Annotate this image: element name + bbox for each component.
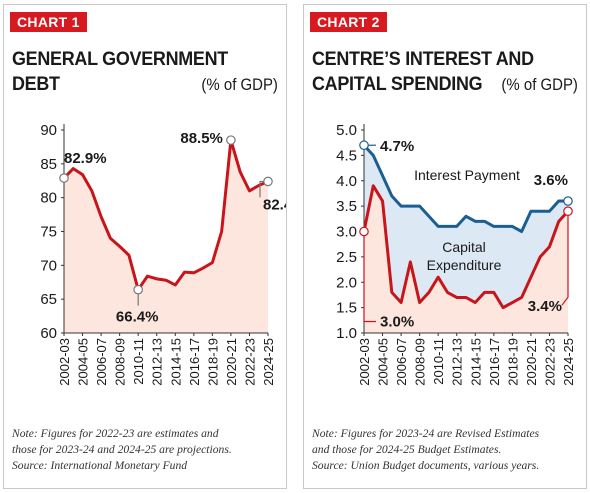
chart-2-panel: CHART 2 CENTRE’S INTEREST AND CAPITAL SP… [303,4,587,489]
chart-2-unit: (% of GDP) [501,75,578,94]
chart-1-xtick-label: 2002-03 [57,338,72,386]
chart-2-series-label: Capital [442,239,486,255]
chart-2-annotation-marker [563,206,573,216]
chart-1-annotation-marker [59,173,69,183]
chart-2-note-line-2: and those for 2024-25 Budget Estimates. [312,443,502,456]
chart-1-annotation-label: 82.9% [64,150,107,167]
chart-2-xtick-label: 2024-25 [561,338,576,386]
chart-2-series-label: Expenditure [427,257,502,273]
chart-2-area-0 [364,145,568,308]
chart-2-annotation-marker [359,226,369,237]
chart-2-title-line-2: CAPITAL SPENDING [312,73,483,95]
chart-2-xtick-label: 2008-09 [413,338,428,386]
chart-1-plot: 60 65 70 75 80 85 90 2002-03 2004-05 2006-07 2008-… [40,122,286,386]
chart-1-annotation-marker [133,284,143,295]
chart-2-title-line-1: CENTRE’S INTEREST AND [312,48,534,70]
chart-2-series-1-line [362,184,570,310]
chart-1-xtick-label: 2010-11 [131,338,146,385]
chart-2-ytick-label: 5.0 [336,122,357,139]
chart-1-annotation-leader [259,180,264,198]
chart-1-xtick-label: 2024-25 [261,338,276,386]
chart-2-annotation-leader [363,235,376,323]
chart-1-annotation-label: 88.5% [180,130,223,147]
chart-2-note: Note: Figures for 2023-24 are Revised Es… [312,426,584,474]
chart-1-annotation-label: 66.4% [116,309,159,326]
chart-2-xtick-label: 2010-11 [431,338,446,385]
chart-1-xtick-label: 2020-21 [224,338,239,386]
chart-1-panel: CHART 1 GENERAL GOVERNMENT DEBT (% of GD… [3,4,287,489]
chart-1-area-0 [64,140,268,333]
chart-2-area-1 [364,185,568,333]
chart-1-ytick-label: 90 [40,122,57,139]
chart-2-ytick-label: 1.5 [336,300,357,317]
chart-2-xtick-label: 2002-03 [357,338,372,386]
chart-1-ytick-label: 85 [40,156,57,173]
chart-1-xtick-label: 2004-05 [76,338,91,386]
chart-2-series-0-line [362,144,568,233]
chart-1-xtick-label: 2006-07 [94,338,109,386]
chart-1-source: Source: International Monetary Fund [12,459,188,472]
chart-2-annotation-marker [359,140,369,151]
chart-1-ytick-label: 60 [40,325,57,342]
chart-2-source: Source: Union Budget documents, various … [312,459,540,472]
chart-1-annotation-label: 82.4% [263,196,286,213]
chart-1-note-line-2: those for 2023-24 and 2024-25 are projec… [12,443,232,456]
chart-1-xtick-label: 2016-17 [187,338,202,386]
chart-2-badge: CHART 2 [310,12,387,32]
chart-2-title: CENTRE’S INTEREST AND CAPITAL SPENDING [312,47,534,97]
chart-2-ytick-label: 4.5 [336,147,357,164]
chart-1-annotation-marker [263,176,273,187]
chart-1-annotation-marker [226,135,236,145]
chart-1-xtick-label: 2008-09 [113,338,128,386]
chart-1-xtick-label: 2022-23 [242,338,257,386]
chart-2-ytick-label: 1.0 [336,325,357,342]
chart-2-annotation-label: 3.4% [528,298,562,315]
chart-1-xtick-label: 2014-15 [168,338,183,386]
chart-2-ytick-label: 4.0 [336,173,357,190]
chart-1-title-line-2: DEBT [12,73,60,95]
chart-1-unit: (% of GDP) [201,75,278,94]
chart-2-xtick-label: 2014-15 [468,338,483,386]
chart-2-ytick-label: 2.5 [336,249,357,266]
chart-2-xtick-label: 2006-07 [394,338,409,386]
chart-2-ytick-label: 3.5 [336,198,357,215]
chart-2-series-label: Interest Payment [414,167,520,183]
chart-2-annotation-leader [561,215,569,306]
chart-2-annotation-marker [563,196,573,206]
chart-1-ytick-label: 75 [40,224,57,241]
chart-1-xtick-label: 2018-19 [205,338,220,386]
chart-2-plot: 1.0 1.5 2.0 2.5 3.0 3.5 4.0 4.5 5.0 2002-03 2004-0… [336,122,576,386]
chart-1-note: Note: Figures for 2022-23 are estimates … [12,426,284,474]
chart-2-xtick-label: 2020-21 [524,338,539,386]
chart-2-ytick-label: 2.0 [336,274,357,291]
chart-2-xtick-label: 2018-19 [505,338,520,386]
chart-2-annotation-label: 3.0% [380,314,414,331]
chart-2-xtick-label: 2016-17 [487,338,502,386]
chart-1-badge: CHART 1 [10,12,87,32]
chart-2-note-line-1: Note: Figures for 2023-24 are Revised Es… [312,427,540,440]
chart-1-title: GENERAL GOVERNMENT DEBT [12,47,228,97]
chart-1-xtick-label: 2012-13 [150,338,165,386]
chart-2-xtick-label: 2012-13 [450,338,465,386]
chart-1-ytick-label: 70 [40,257,57,274]
chart-2-xtick-label: 2022-23 [542,338,557,386]
chart-1-ytick-label: 80 [40,190,57,207]
chart-1-note-line-1: Note: Figures for 2022-23 are estimates … [12,427,219,440]
chart-2-ytick-label: 3.0 [336,224,357,241]
chart-2-xtick-label: 2004-05 [376,338,391,386]
chart-2-annotation-label: 4.7% [380,138,414,155]
chart-2-annotation-label: 3.6% [534,172,568,189]
chart-1-series-0-line [62,138,269,292]
chart-1-title-line-1: GENERAL GOVERNMENT [12,48,228,70]
chart-1-ytick-label: 65 [40,291,57,308]
